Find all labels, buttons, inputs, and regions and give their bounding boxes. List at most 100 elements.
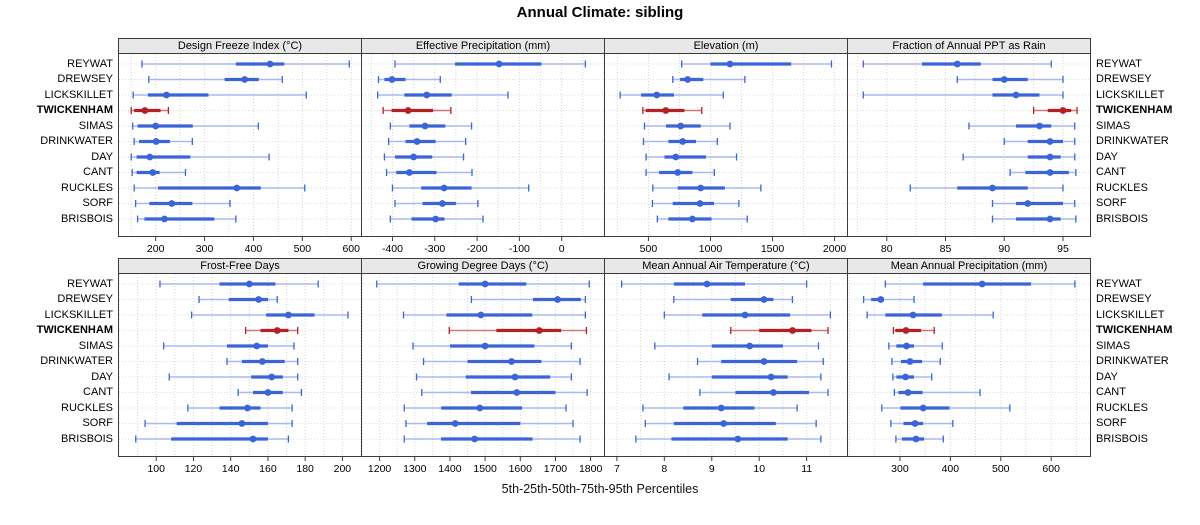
percentile-series-day — [892, 373, 933, 381]
axis-tick-label: -400 — [382, 243, 403, 255]
percentile-series-sorf — [644, 420, 817, 427]
station-label-lickskillet: LICKSKILLET — [1096, 88, 1165, 101]
axis-tick-label: 120 — [185, 463, 203, 475]
percentile-series-sorf — [651, 200, 740, 207]
panel-axis-mean-annual-precipitation-mm: 300 400 500 600 — [891, 457, 1060, 475]
percentile-series-ruckles — [133, 184, 306, 192]
axis-tick-label: 400 — [245, 243, 263, 255]
percentile-series-reywat — [159, 280, 319, 288]
percentile-series-ruckles — [881, 404, 1011, 412]
station-label-cant: CANT — [1096, 166, 1126, 178]
percentile-series-twickenham — [730, 327, 829, 334]
station-label-drewsey: DREWSEY — [1096, 293, 1152, 305]
percentile-series-cant — [131, 169, 187, 176]
percentile-series-twickenham — [382, 107, 452, 114]
percentile-series-ruckles — [652, 184, 762, 192]
station-label-ruckles: RUCKLES — [61, 181, 113, 194]
station-label-drinkwater: DRINKWATER — [40, 355, 113, 367]
percentile-series-cant — [237, 389, 303, 396]
panel-axis-fraction-of-annual-ppt-as-rain: 80 85 90 95 — [881, 237, 1069, 255]
panel-plot-frost-free-days — [118, 274, 362, 457]
panel-plot-mean-annual-air-temperature-c — [604, 274, 848, 457]
axis-tick-label: 180 — [296, 463, 314, 475]
percentile-series-cant — [385, 169, 473, 176]
axis-tick-label: -200 — [467, 243, 488, 255]
percentile-series-twickenham — [892, 327, 935, 334]
percentile-series-ruckles — [642, 404, 798, 412]
station-label-drewsey: DREWSEY — [57, 73, 113, 85]
percentile-series-drewsey — [956, 76, 1064, 83]
chart-title: Annual Climate: sibling — [516, 4, 684, 21]
panel-growing-degree-days-c: Growing Degree Days (°C) 1200 1300 1400 1500… — [361, 258, 605, 475]
axis-tick-label: 1500 — [473, 463, 497, 475]
station-label-day: DAY — [91, 150, 113, 163]
station-label-day: DAY — [1096, 150, 1118, 163]
percentile-series-lickskillet — [132, 91, 307, 99]
percentile-series-sorf — [890, 420, 954, 427]
station-label-ruckles: RUCKLES — [61, 401, 113, 414]
percentile-series-reywat — [376, 280, 590, 288]
station-label-reywat: REYWAT — [1096, 57, 1142, 70]
panel-elevation-m: Elevation (m) 500 1000 1500 2000 — [604, 38, 848, 255]
station-label-cant: CANT — [83, 386, 113, 398]
panel-design-freeze-index-c: Design Freeze Index (°C) 200 300 400 500 600 — [118, 38, 362, 255]
station-label-simas: SIMAS — [78, 339, 113, 352]
panel-title: Mean Annual Air Temperature (°C) — [604, 258, 848, 274]
percentile-series-drinkwater — [696, 358, 824, 365]
station-label-simas: SIMAS — [78, 119, 113, 132]
percentile-series-sorf — [144, 420, 293, 427]
percentile-series-ruckles — [391, 184, 530, 192]
percentile-series-sorf — [134, 200, 231, 207]
percentile-series-brisbois — [635, 435, 822, 443]
panel-title: Mean Annual Precipitation (mm) — [847, 258, 1091, 274]
percentile-series-drinkwater — [226, 358, 299, 365]
percentile-series-simas — [412, 342, 572, 350]
percentile-series-simas — [163, 342, 295, 350]
panel-fraction-of-annual-ppt-as-rain: Fraction of Annual PPT as Rain 80 85 90 95 — [847, 38, 1091, 255]
station-label-sorf: SORF — [1096, 197, 1127, 209]
panel-axis-elevation-m: 500 1000 1500 2000 — [640, 237, 846, 255]
station-label-drewsey: DREWSEY — [1096, 73, 1152, 85]
percentile-series-twickenham — [244, 327, 299, 334]
percentile-series-lickskillet — [190, 311, 349, 319]
station-label-twickenham: TWICKENHAM — [1096, 324, 1173, 336]
panel-title: Growing Degree Days (°C) — [361, 258, 605, 274]
axis-tick-label: 1800 — [579, 463, 603, 475]
percentile-series-lickskillet — [377, 91, 509, 99]
station-label-reywat: REYWAT — [1096, 277, 1142, 290]
percentile-series-lickskillet — [866, 311, 994, 319]
panel-plot-mean-annual-precipitation-mm — [847, 274, 1091, 457]
panel-mean-annual-precipitation-mm: Mean Annual Precipitation (mm) 300 400 500 6… — [847, 258, 1091, 475]
station-label-simas: SIMAS — [1096, 119, 1131, 132]
station-label-day: DAY — [1096, 370, 1118, 383]
axis-tick-label: 100 — [147, 463, 165, 475]
panel-axis-effective-precipitation-mm: -400 -300 -200 -100 0 — [382, 237, 565, 255]
panel-frost-free-days: Frost-Free Days 100 120 140 160 180 200 — [118, 258, 362, 475]
station-label-lickskillet: LICKSKILLET — [44, 88, 113, 101]
percentile-series-drinkwater — [642, 138, 718, 145]
axis-tick-label: 600 — [1042, 463, 1060, 475]
panel-plot-fraction-of-annual-ppt-as-rain — [847, 54, 1091, 237]
panel-plot-design-freeze-index-c — [118, 54, 362, 237]
percentile-series-sorf — [991, 200, 1076, 207]
percentile-series-simas — [389, 122, 473, 130]
percentile-series-simas — [643, 122, 731, 130]
station-label-drinkwater: DRINKWATER — [40, 135, 113, 147]
percentile-series-cant — [645, 169, 715, 176]
axis-tick-label: 160 — [259, 463, 277, 475]
percentile-series-brisbois — [135, 435, 290, 443]
axis-tick-label: 1300 — [403, 463, 427, 475]
station-label-sorf: SORF — [82, 417, 113, 429]
percentile-series-drinkwater — [133, 138, 193, 145]
panel-title: Elevation (m) — [604, 38, 848, 54]
percentile-series-simas — [968, 122, 1076, 130]
percentile-series-brisbois — [656, 215, 748, 223]
axis-tick-label: 9 — [709, 463, 715, 475]
station-label-brisbois: BRISBOIS — [61, 212, 113, 225]
axis-tick-label: 200 — [334, 463, 352, 475]
axis-tick-label: 1500 — [761, 243, 785, 255]
percentile-series-drinkwater — [388, 138, 467, 145]
axis-tick-label: 1700 — [544, 463, 568, 475]
percentile-series-ruckles — [403, 404, 567, 412]
